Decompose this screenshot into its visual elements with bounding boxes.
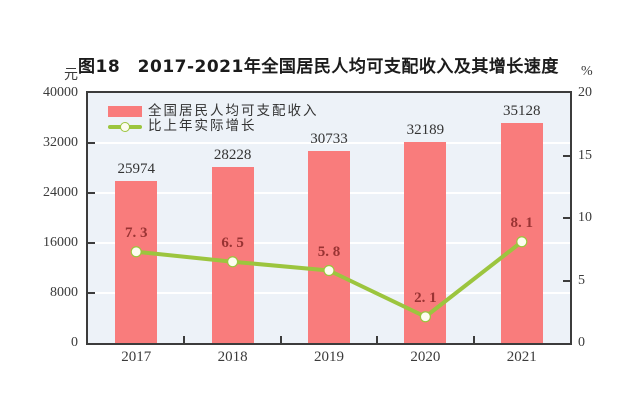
legend: 全国居民人均可支配收入 比上年实际增长: [108, 104, 319, 134]
legend-item-growth: 比上年实际增长: [108, 119, 319, 134]
x-axis-category-label: 2021: [506, 349, 537, 365]
line-series: [130, 236, 528, 323]
growth-line-marker: [130, 246, 142, 258]
right-axis-tick: [563, 217, 570, 219]
left-axis-tick-label: 8000: [50, 285, 78, 300]
gridline: [88, 142, 570, 144]
legend-item-income: 全国居民人均可支配收入: [108, 104, 319, 119]
chart-title: 图18 2017-2021年全国居民人均可支配收入及其增长速度: [78, 57, 559, 77]
x-axis-category-label: 2017: [121, 349, 152, 365]
growth-line-marker: [227, 256, 239, 268]
left-axis-tick: [88, 242, 95, 244]
left-axis-tick-label: 40000: [43, 85, 78, 100]
income-bar: [308, 150, 350, 343]
bar-legend-swatch-icon: [108, 106, 142, 117]
growth-value-label: 2. 1: [414, 289, 437, 306]
left-axis-tick: [88, 192, 95, 194]
right-axis-unit: %: [581, 64, 593, 79]
growth-line-marker: [516, 236, 528, 248]
growth-value-label: 6. 5: [221, 234, 244, 251]
left-axis-tick: [88, 292, 95, 294]
bar-value-label: 28228: [213, 146, 252, 163]
x-axis-tick: [183, 336, 186, 343]
growth-value-label: 8. 1: [510, 214, 534, 231]
growth-value-label: 5. 8: [317, 243, 341, 260]
left-axis-unit: 元: [64, 68, 78, 83]
right-axis-tick: [563, 154, 570, 157]
plot-area: 25974 28228 30733 32189 35128 7. 3 6. 5 5. 8 2.…: [86, 91, 572, 345]
x-axis-tick: [279, 336, 282, 343]
growth-value-label: 7. 3: [124, 224, 148, 241]
right-axis-tick-label: 0: [578, 335, 585, 350]
bar-value-label: 35128: [503, 103, 541, 120]
legend-label-growth: 比上年实际增长: [148, 118, 257, 134]
line-legend-swatch-icon: [108, 121, 142, 132]
right-axis-tick-label: 15: [578, 147, 592, 163]
right-axis-tick-label: 10: [578, 210, 592, 225]
income-bar: [211, 166, 254, 343]
x-axis-tick: [472, 336, 475, 343]
bar-value-label: 30733: [310, 130, 348, 147]
x-axis-category-label: 2018: [217, 349, 248, 365]
x-axis-category-label: 2019: [314, 349, 344, 365]
left-axis-tick-label: 16000: [43, 235, 78, 250]
left-axis-tick: [88, 142, 95, 144]
left-axis-tick-label: 32000: [43, 135, 78, 150]
income-bar: [115, 180, 158, 343]
legend-label-income: 全国居民人均可支配收入: [148, 103, 319, 119]
right-axis-tick-label: 20: [578, 85, 592, 100]
x-axis-tick: [376, 336, 379, 343]
x-axis-category-label: 2020: [410, 349, 441, 365]
right-axis-tick-label: 5: [578, 272, 585, 288]
growth-line-marker: [323, 264, 335, 277]
left-axis-tick-label: 24000: [43, 185, 78, 200]
bar-value-label: 32189: [406, 121, 445, 138]
bar-value-label: 25974: [117, 160, 155, 177]
left-axis-tick-label: 0: [71, 335, 78, 350]
right-axis-tick: [563, 279, 570, 282]
growth-line-marker: [419, 311, 431, 323]
income-bar: [500, 123, 543, 343]
